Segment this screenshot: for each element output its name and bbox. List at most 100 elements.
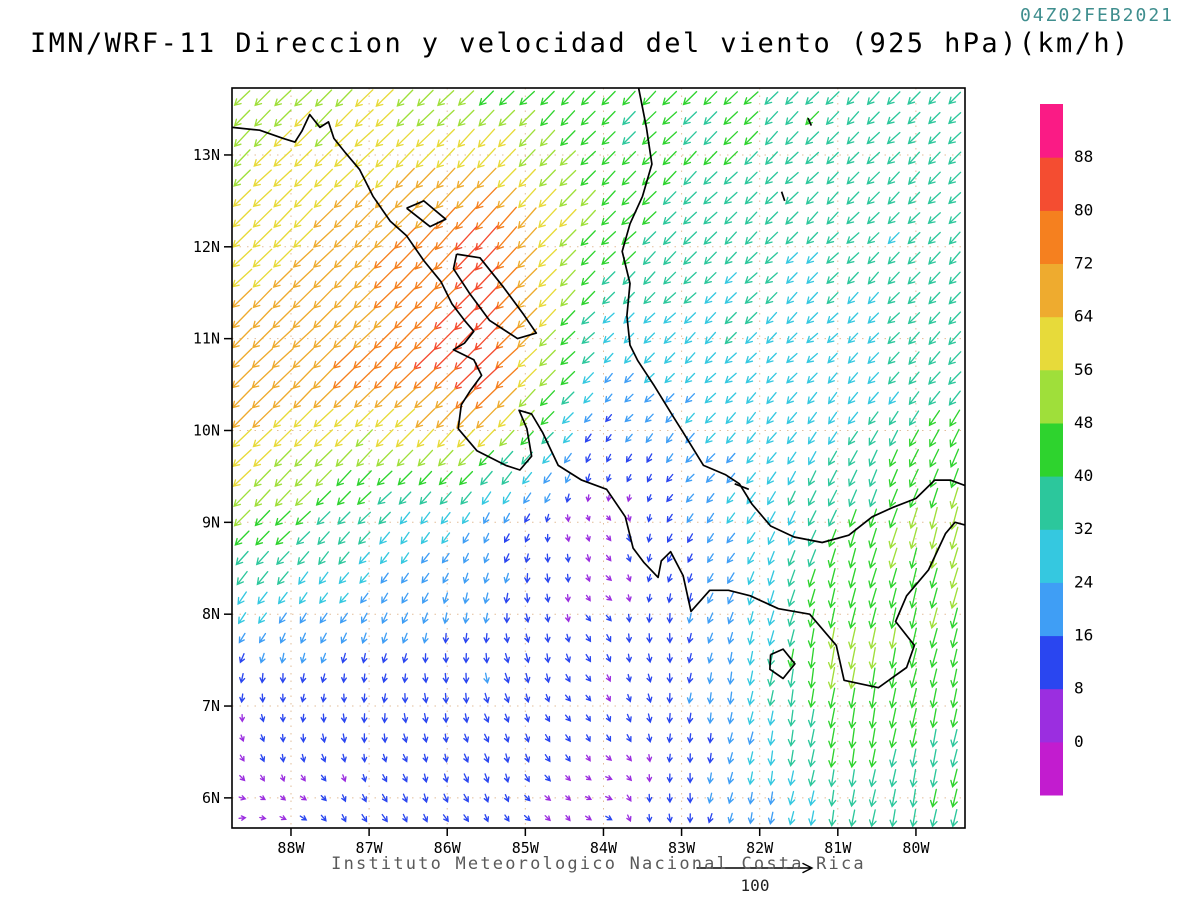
y-axis-tick-label: 8N <box>202 605 220 623</box>
wind-arrow <box>498 109 516 127</box>
wind-arrow <box>888 527 898 550</box>
wind-arrow <box>949 526 959 551</box>
wind-arrow <box>422 733 429 744</box>
wind-arrow <box>727 771 734 785</box>
coastline-path <box>780 191 786 202</box>
wind-arrow <box>744 231 758 245</box>
x-axis-tick-label: 85W <box>512 839 540 857</box>
wind-arrow <box>909 648 918 669</box>
wind-arrow <box>540 110 555 127</box>
wind-arrow <box>503 713 510 723</box>
wind-arrow <box>361 632 368 645</box>
wind-arrow <box>360 592 369 604</box>
wind-arrow <box>683 312 697 325</box>
wind-arrow <box>747 751 755 766</box>
wind-arrow <box>332 347 355 369</box>
wind-arrow <box>560 351 576 366</box>
wind-arrow <box>950 708 958 729</box>
wind-arrow <box>393 246 416 270</box>
wind-arrow <box>764 171 779 185</box>
wind-arrow <box>909 708 918 729</box>
wind-arrow <box>442 653 449 664</box>
wind-arrow <box>463 793 469 803</box>
wind-arrow <box>641 211 657 226</box>
wind-arrow <box>293 208 313 229</box>
wind-arrow <box>707 553 714 564</box>
wind-arrow <box>889 769 897 788</box>
wind-arrow <box>950 648 958 668</box>
wind-arrow <box>313 228 334 248</box>
wind-arrow <box>544 493 551 504</box>
wind-arrow <box>847 372 859 385</box>
wind-arrow <box>460 491 472 505</box>
wind-arrow <box>927 231 941 245</box>
wind-arrow <box>747 711 755 726</box>
wind-arrow <box>907 251 921 265</box>
colorbar-label: 0 <box>1074 732 1084 751</box>
wind-arrow <box>380 572 389 584</box>
wind-arrow <box>454 266 478 291</box>
wind-arrow <box>394 388 416 409</box>
wind-arrow <box>274 489 291 507</box>
wind-arrow <box>333 327 355 349</box>
wind-arrow <box>726 512 736 524</box>
wind-arrow <box>232 469 252 488</box>
wind-arrow <box>747 571 755 586</box>
wind-arrow <box>909 547 918 570</box>
wind-arrow <box>806 211 819 225</box>
wind-arrow <box>866 191 880 205</box>
wind-arrow <box>258 632 267 644</box>
wind-arrow <box>462 672 470 684</box>
wind-arrow <box>313 287 334 309</box>
wind-arrow <box>438 470 453 486</box>
wind-arrow <box>252 327 273 349</box>
wind-arrow <box>663 312 676 324</box>
wind-arrow <box>422 773 429 784</box>
wind-arrow <box>457 450 475 467</box>
wind-arrow <box>727 611 734 625</box>
wind-arrow <box>604 393 613 403</box>
wind-arrow <box>341 673 347 684</box>
wind-arrow <box>339 612 348 624</box>
wind-arrow <box>744 191 758 205</box>
wind-arrow <box>663 352 676 364</box>
wind-arrow <box>805 131 820 145</box>
wind-arrow <box>463 753 469 764</box>
wind-arrow <box>565 754 571 763</box>
colorbar-segment <box>1040 422 1063 477</box>
wind-arrow <box>381 774 388 783</box>
wind-arrow <box>948 151 962 165</box>
wind-arrow <box>232 248 253 268</box>
credit-line: Instituto Meteorologico Nacional Costa R… <box>331 854 866 874</box>
wind-arrow <box>626 554 632 563</box>
wind-arrow <box>929 526 938 550</box>
wind-arrow <box>687 753 694 764</box>
wind-arrow <box>662 131 678 145</box>
wind-arrow <box>601 90 616 106</box>
wind-arrow <box>357 531 371 545</box>
wind-arrow <box>603 352 614 364</box>
wind-arrow <box>704 272 717 285</box>
wind-arrow <box>374 167 395 189</box>
wind-arrow <box>928 351 941 366</box>
wind-arrow <box>239 653 246 664</box>
wind-arrow <box>565 653 571 664</box>
wind-arrow <box>848 626 857 650</box>
wind-arrow <box>746 472 756 485</box>
wind-arrow <box>767 730 776 747</box>
wind-arrow <box>948 212 961 225</box>
wind-arrow <box>686 612 694 625</box>
wind-arrow <box>907 171 921 186</box>
wind-arrow <box>481 491 492 506</box>
wind-arrow <box>559 229 577 247</box>
wind-arrow <box>381 632 388 645</box>
wind-arrow <box>580 189 596 207</box>
wind-arrow <box>601 170 616 186</box>
wind-arrow <box>805 111 820 126</box>
wind-arrow <box>828 411 838 425</box>
wind-arrow <box>685 493 695 503</box>
wind-arrow <box>298 571 309 585</box>
wind-arrow <box>683 191 697 205</box>
wind-arrow <box>252 288 273 309</box>
wind-arrow <box>747 690 755 706</box>
